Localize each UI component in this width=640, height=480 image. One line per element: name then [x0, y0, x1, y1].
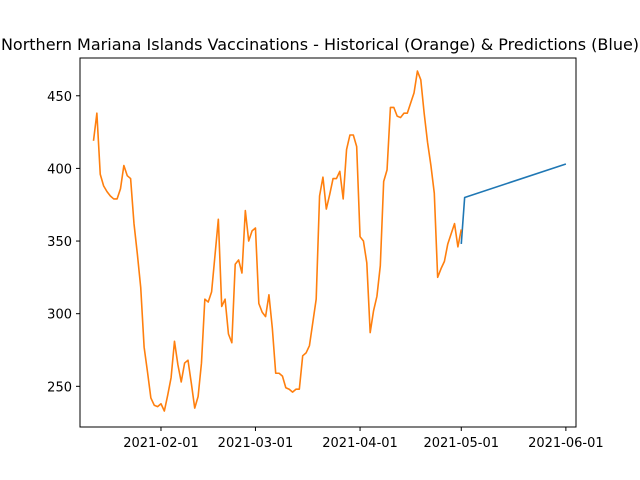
x-tick-label: 2021-05-01: [423, 436, 499, 451]
y-tick-label: 300: [47, 308, 72, 323]
y-axis: 250 300 350 400 450: [47, 90, 80, 395]
x-tick-label: 2021-03-01: [218, 436, 294, 451]
y-tick-label: 400: [47, 162, 72, 177]
series-line-1: [92, 70, 463, 412]
x-tick-label: 2021-04-01: [322, 436, 398, 451]
chart-title: Northern Mariana Islands Vaccinations - …: [1, 35, 639, 54]
series-line-0: [460, 163, 567, 245]
y-tick-label: 250: [47, 380, 72, 395]
y-tick-label: 450: [47, 90, 72, 105]
series-layer: [92, 70, 567, 412]
y-tick-label: 350: [47, 235, 72, 250]
plot-frame: [79, 57, 577, 428]
x-axis: 2021-02-01 2021-03-01 2021-04-01 2021-05-01…: [123, 427, 604, 451]
x-tick-label: 2021-06-01: [528, 436, 604, 451]
x-tick-label: 2021-02-01: [123, 436, 199, 451]
